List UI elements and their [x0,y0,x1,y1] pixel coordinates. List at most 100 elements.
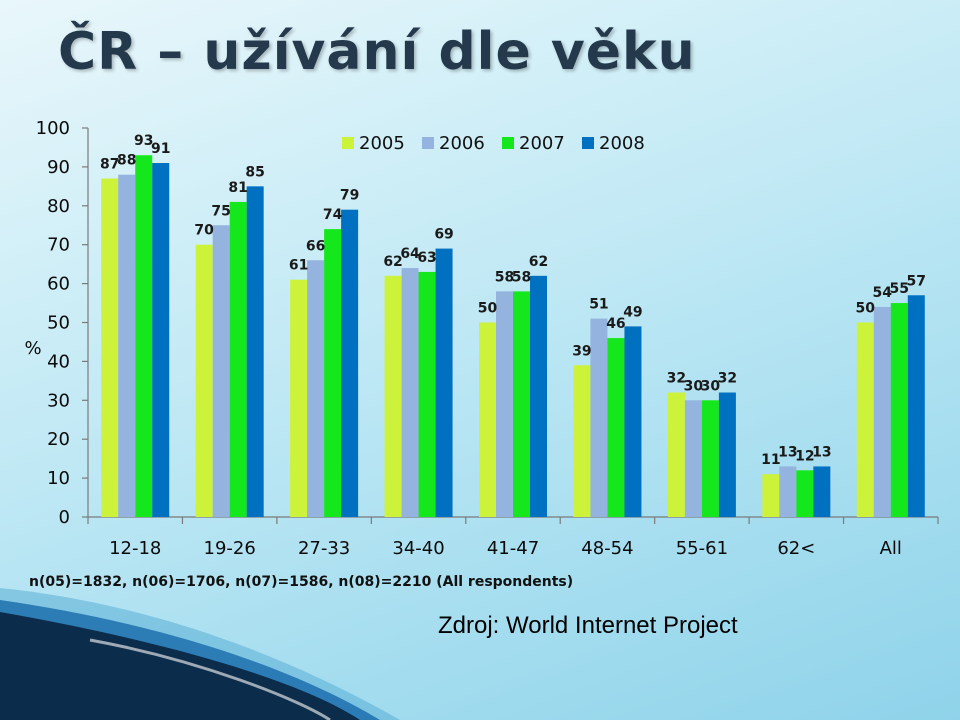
y-tick-label: 80 [47,196,70,217]
data-label: 32 [667,371,686,387]
bar-2007 [796,470,814,517]
x-tick-label: 62< [777,538,815,559]
bar-2007 [607,338,625,517]
bar-2006 [401,268,419,517]
data-label: 62 [529,254,548,270]
data-label: 12 [795,448,814,464]
bar-2008 [435,248,453,517]
data-label: 70 [194,223,214,239]
bar-2007 [513,291,530,517]
y-tick-label: 90 [47,157,70,178]
bar-2006 [684,400,702,517]
data-label: 91 [151,141,170,157]
data-label: 39 [572,343,591,359]
data-label: 51 [589,297,608,313]
x-tick-label: 48-54 [581,538,633,559]
x-tick-label: 55-61 [676,538,728,559]
data-label: 58 [495,269,514,285]
chart-bars [101,155,925,518]
data-label: 88 [117,153,136,169]
data-label: 85 [245,164,264,180]
bar-2006 [307,260,325,517]
data-label: 30 [684,378,704,394]
y-tick-label: 100 [36,118,70,139]
y-axis-label: % [24,338,41,359]
bar-2005 [573,365,591,517]
data-label: 49 [623,304,642,320]
legend-swatch [422,137,434,149]
data-label: 62 [383,254,402,270]
bar-2005 [101,178,119,517]
bar-2005 [384,275,402,517]
chart-data-labels: 8788939170758185616674796264636950585862… [100,133,926,468]
sample-size-note: n(05)=1832, n(06)=1706, n(07)=1586, n(08… [29,574,574,590]
bar-2008 [907,295,925,517]
y-tick-label: 70 [47,235,70,256]
legend-swatch [582,137,594,149]
y-tick-label: 20 [47,429,70,450]
bar-2006 [212,225,230,517]
bar-2007 [229,201,247,517]
bar-2008 [813,466,831,517]
legend-label: 2006 [439,133,485,154]
bar-2005 [667,392,685,517]
data-label: 46 [606,316,625,332]
y-tick-label: 0 [59,507,70,528]
data-label: 79 [340,188,359,204]
bar-2008 [341,209,359,517]
data-label: 50 [478,301,498,317]
bar-2006 [873,306,891,517]
legend-label: 2005 [359,133,405,154]
bar-2008 [152,163,170,517]
bar-2007 [701,400,719,517]
data-label: 66 [306,238,325,254]
page-title: ČR – užívání dle věku [58,22,696,82]
bar-2006 [779,466,797,517]
bar-2006 [496,291,513,517]
data-label: 13 [778,444,797,460]
bar-2005 [856,322,874,517]
data-label: 74 [323,207,343,223]
x-tick-label: 41-47 [487,538,539,559]
data-label: 61 [289,258,308,274]
x-tick-label: 19-26 [204,538,256,559]
legend-label: 2008 [599,133,645,154]
bar-2006 [590,318,608,517]
bar-2005 [195,244,213,517]
data-label: 81 [228,180,247,196]
data-label: 75 [211,203,230,219]
bar-2007 [418,271,436,517]
source-caption: Zdroj: World Internet Project [438,612,738,639]
data-label: 87 [100,157,119,173]
bar-2005 [479,322,496,517]
y-tick-label: 40 [47,351,70,372]
y-tick-label: 30 [47,390,70,411]
data-label: 58 [512,269,531,285]
bar-2005 [762,474,780,517]
data-label: 30 [701,378,721,394]
bar-2008 [246,186,264,517]
data-label: 63 [417,250,436,266]
x-tick-label: 12-18 [109,538,161,559]
y-tick-label: 10 [47,468,70,489]
chart-legend: 2005 2006 2007 2008 [342,133,645,154]
bar-2006 [118,174,136,517]
data-label: 64 [400,246,420,262]
y-tick-label: 60 [47,274,70,295]
data-label: 69 [434,227,453,243]
bar-2008 [530,275,547,517]
x-tick-label: All [880,538,902,559]
legend-swatch [502,137,514,149]
data-label: 11 [761,452,780,468]
data-label: 57 [907,273,926,289]
bar-2007 [135,155,153,518]
data-label: 13 [812,444,831,460]
y-tick-label: 50 [47,313,70,334]
data-label: 50 [856,301,876,317]
legend-label: 2007 [519,133,565,154]
bar-2008 [624,326,642,517]
data-label: 54 [873,285,893,301]
x-tick-label: 34-40 [392,538,444,559]
